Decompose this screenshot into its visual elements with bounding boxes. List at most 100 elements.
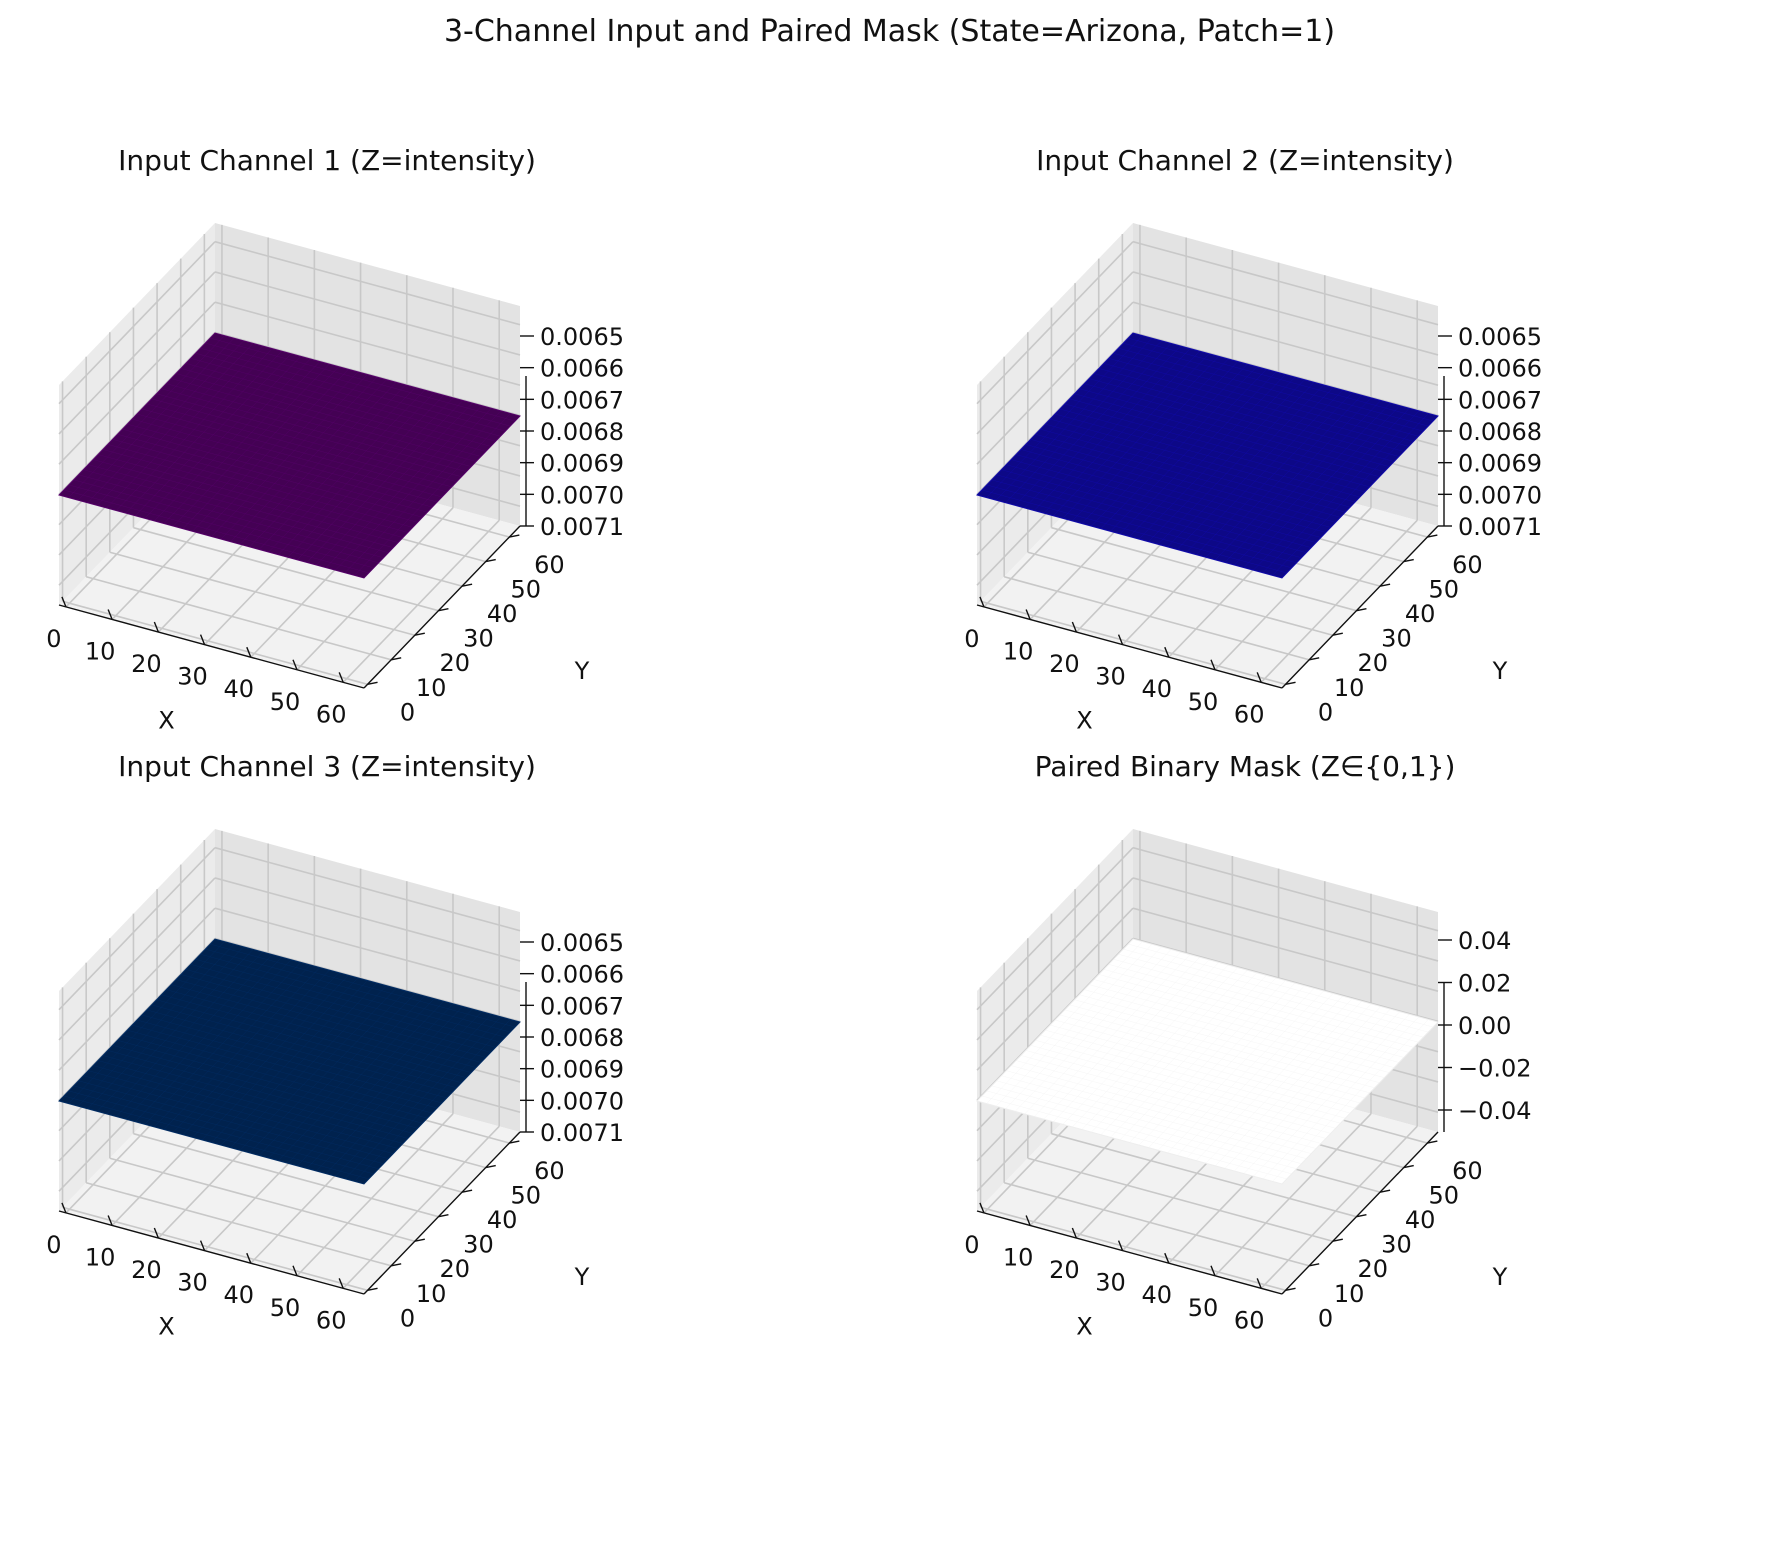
y-tick xyxy=(485,1164,496,1169)
x-tick-label: 10 xyxy=(85,1243,116,1271)
grid-line xyxy=(1132,271,1439,356)
x-tick-label: 30 xyxy=(1095,663,1126,691)
surface-mesh xyxy=(63,335,516,576)
x-tick-label: 20 xyxy=(131,1256,162,1284)
grid-line xyxy=(976,301,1134,465)
x-tick-label: 20 xyxy=(1049,1256,1080,1284)
y-tick-label: 60 xyxy=(1452,1157,1483,1185)
mesh-line xyxy=(230,379,387,542)
mesh-line xyxy=(1123,342,1429,427)
mesh-line xyxy=(220,376,378,540)
grid-line xyxy=(1027,551,1334,636)
x-axis-label: X xyxy=(1076,707,1092,735)
x-tick-label: 60 xyxy=(1234,700,1265,728)
grid-line xyxy=(296,507,454,671)
x-tick-label: 30 xyxy=(177,1269,208,1297)
x-tick xyxy=(979,1202,985,1214)
mesh-line xyxy=(1089,984,1395,1068)
x-tick-label: 30 xyxy=(177,663,208,691)
surface-mesh xyxy=(981,941,1434,1182)
z-tick-label: 0.0071 xyxy=(540,1119,624,1147)
y-tick-label: 20 xyxy=(440,1255,471,1283)
mesh-line xyxy=(1224,1006,1381,1169)
x-tick-label: 50 xyxy=(1188,688,1219,716)
grid-line xyxy=(1214,1113,1372,1277)
grid-line xyxy=(85,1182,392,1267)
grid-line xyxy=(1132,937,1439,1023)
x-tick-label: 10 xyxy=(1003,1243,1034,1271)
x-tick xyxy=(246,1252,252,1264)
mesh-line xyxy=(185,363,491,447)
y-tick xyxy=(1356,607,1367,612)
grid-line xyxy=(133,1132,439,1218)
y-tick-label: 10 xyxy=(1334,1280,1365,1308)
grid-line xyxy=(1027,1157,1334,1242)
grid-line xyxy=(1132,907,1439,992)
mesh-line xyxy=(1157,988,1315,1151)
z-tick-label: 0.0070 xyxy=(540,481,624,509)
y-tick-label: 40 xyxy=(1405,600,1436,628)
grid-line xyxy=(296,1113,454,1277)
mesh-line xyxy=(1253,1014,1410,1177)
mesh-line xyxy=(151,398,457,483)
z-tick-label: 0.0065 xyxy=(540,323,624,351)
x-tick xyxy=(338,1278,344,1289)
grid-line xyxy=(109,551,416,636)
mesh-line xyxy=(316,1008,473,1172)
z-tick-label: 0.0068 xyxy=(540,418,624,446)
y-tick-label: 50 xyxy=(510,576,541,604)
mesh-line xyxy=(1069,1004,1375,1089)
z-tick-label: 0.0067 xyxy=(540,992,624,1020)
grid-line xyxy=(58,301,216,465)
mesh-line xyxy=(1113,959,1419,1043)
grid-line xyxy=(85,576,392,661)
y-tick xyxy=(1379,583,1391,587)
x-tick xyxy=(1164,1252,1170,1264)
x-axis-line xyxy=(976,1210,1283,1295)
figure-title: 3-Channel Input and Paired Mask (State=A… xyxy=(443,14,1336,49)
mesh-line xyxy=(306,1006,463,1169)
mesh-line xyxy=(1089,378,1395,462)
mesh-line xyxy=(200,347,506,432)
mesh-line xyxy=(268,995,425,1159)
mesh-line xyxy=(1243,405,1401,568)
y-tick-label: 60 xyxy=(534,1157,565,1185)
y-axis-line xyxy=(1281,525,1439,689)
y-tick-label: 30 xyxy=(1381,1231,1412,1259)
mesh-line xyxy=(1074,999,1380,1083)
grid-line xyxy=(214,877,521,962)
mesh-line xyxy=(297,1003,454,1167)
mesh-line xyxy=(1167,384,1324,548)
y-tick xyxy=(1403,558,1414,563)
y-tick-label: 50 xyxy=(1428,1182,1459,1210)
y-tick xyxy=(391,657,402,661)
z-tick-label: 0.0070 xyxy=(540,1087,624,1115)
y-axis-line xyxy=(363,1131,521,1295)
mesh-line xyxy=(1103,363,1409,447)
y-tick xyxy=(1332,632,1343,636)
mesh-line xyxy=(325,405,483,568)
mesh-line xyxy=(220,982,378,1146)
z-tick-label: 0.0069 xyxy=(540,450,624,478)
mesh-line xyxy=(180,368,486,452)
grid-line xyxy=(214,907,521,992)
grid-line xyxy=(62,1206,368,1292)
mesh-line xyxy=(1093,979,1400,1063)
subplot-title: Paired Binary Mask (Z∈{0,1}) xyxy=(1035,750,1456,783)
mesh-line xyxy=(141,408,447,493)
y-tick xyxy=(438,1213,449,1218)
mesh-line xyxy=(205,342,511,427)
z-tick-label: 0.0066 xyxy=(1458,355,1542,383)
mesh-line xyxy=(195,353,501,437)
y-tick xyxy=(1403,1164,1414,1169)
grid-line xyxy=(1132,846,1439,932)
x-axis-line xyxy=(58,604,365,689)
grid-line xyxy=(1003,576,1310,661)
mesh-line xyxy=(1113,353,1419,437)
y-tick-label: 30 xyxy=(463,1231,494,1259)
y-tick xyxy=(1285,1287,1296,1292)
mesh-line xyxy=(335,1014,492,1177)
mesh-line xyxy=(1064,403,1370,488)
y-tick xyxy=(391,1263,402,1267)
mesh-line xyxy=(1148,985,1305,1148)
